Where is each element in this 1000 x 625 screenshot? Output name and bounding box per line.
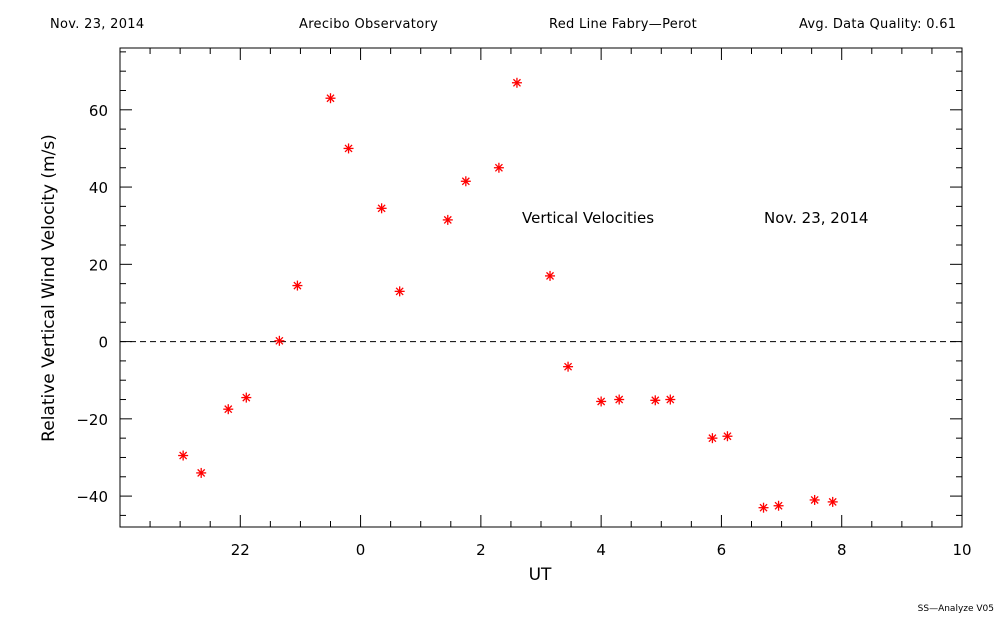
data-point <box>722 431 733 442</box>
data-point <box>343 143 354 154</box>
data-point <box>223 404 234 415</box>
data-point <box>545 270 556 281</box>
footer-version: SS—Analyze V05 <box>917 604 994 614</box>
header-observatory: Arecibo Observatory <box>299 17 439 32</box>
y-tick-label: −40 <box>76 488 108 506</box>
x-tick-label: 0 <box>356 541 366 559</box>
header-date: Nov. 23, 2014 <box>50 17 145 32</box>
data-point <box>292 280 303 291</box>
y-tick-label: 20 <box>89 256 108 274</box>
data-point <box>827 496 838 507</box>
data-point <box>773 500 784 511</box>
annotation-date: Nov. 23, 2014 <box>764 209 868 227</box>
data-point <box>196 467 207 478</box>
data-point <box>563 361 574 372</box>
data-point <box>442 214 453 225</box>
x-tick-label: 22 <box>231 541 250 559</box>
data-point <box>650 395 661 406</box>
plot-frame <box>119 47 963 528</box>
data-point <box>809 494 820 505</box>
y-tick-label: 0 <box>98 334 108 352</box>
data-points <box>178 77 838 513</box>
data-point <box>376 203 387 214</box>
data-point <box>178 450 189 461</box>
x-tick-labels: 22 0 2 4 6 8 10 <box>231 541 972 559</box>
x-tick-label: 8 <box>837 541 847 559</box>
y-tick-label: 60 <box>89 102 108 120</box>
data-point <box>596 396 607 407</box>
x-tick-label: 2 <box>476 541 486 559</box>
y-axis-label: Relative Vertical Wind Velocity (m/s) <box>39 134 59 442</box>
x-axis-label: UT <box>529 565 552 585</box>
data-point <box>274 335 285 346</box>
x-tick-label: 6 <box>717 541 727 559</box>
axis-ticks <box>119 48 963 527</box>
data-point <box>460 176 471 187</box>
y-tick-label: 40 <box>89 179 108 197</box>
x-tick-label: 4 <box>596 541 606 559</box>
data-point <box>614 394 625 405</box>
data-point <box>707 433 718 444</box>
data-point <box>758 502 769 513</box>
data-point <box>665 394 676 405</box>
data-point <box>493 162 504 173</box>
y-tick-label: −20 <box>76 411 108 429</box>
data-point <box>241 392 252 403</box>
annotation-title: Vertical Velocities <box>522 209 654 227</box>
y-tick-labels: −40 −20 0 20 40 60 <box>76 102 108 506</box>
header-instrument: Red Line Fabry—Perot <box>549 17 698 32</box>
x-tick-label: 10 <box>952 541 971 559</box>
data-point <box>511 77 522 88</box>
data-point <box>325 93 336 104</box>
data-point <box>394 286 405 297</box>
header-data-quality: Avg. Data Quality: 0.61 <box>799 17 957 32</box>
